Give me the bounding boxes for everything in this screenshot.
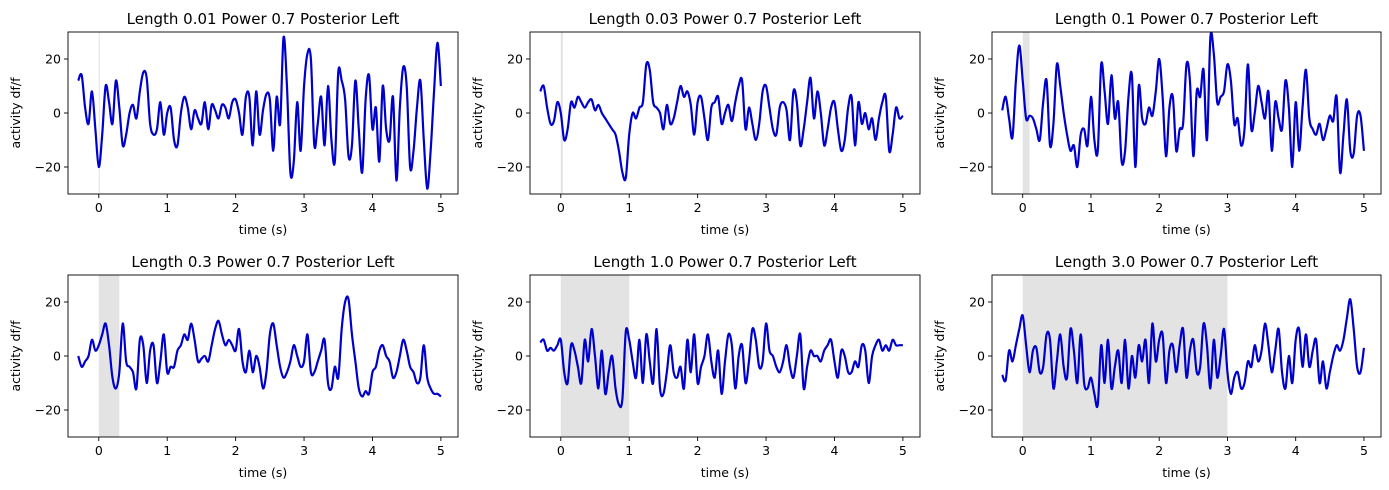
y-tick-label: 0 [515, 106, 523, 121]
x-axis-label: time (s) [701, 222, 749, 237]
x-tick-label: 1 [625, 200, 633, 215]
stimulus-shade [98, 32, 100, 194]
series-line-1 [77, 35, 442, 190]
chart-title: Length 3.0 Power 0.7 Posterior Left [1055, 253, 1318, 271]
series-line-1 [1001, 298, 1366, 409]
x-tick-label: 4 [368, 200, 376, 215]
series-line-1 [539, 60, 904, 182]
chart-title: Length 0.01 Power 0.7 Posterior Left [127, 10, 400, 28]
x-tick-label: 4 [830, 443, 838, 458]
y-tick-label: 0 [977, 349, 985, 364]
x-tick-label: 5 [899, 443, 907, 458]
stimulus-shade [1022, 275, 1228, 437]
x-tick-label: 3 [1223, 443, 1231, 458]
y-tick-label: −20 [959, 403, 985, 418]
y-tick-label: 20 [969, 52, 985, 67]
series-line-1 [77, 295, 442, 398]
y-axis-label: activity df/f [932, 320, 947, 392]
y-tick-label: 0 [53, 106, 61, 121]
subplot-6: 0 1 2 3 4 5 −20 0 20 Length 3.0 Power 0.7 Posteri… [932, 253, 1382, 480]
subplot-5: 0 1 2 3 4 5 −20 0 20 Length 1.0 Power 0.7 Posteri… [470, 253, 921, 480]
chart-title: Length 0.03 Power 0.7 Posterior Left [589, 10, 862, 28]
x-tick-label: 2 [232, 443, 240, 458]
x-tick-label: 2 [694, 200, 702, 215]
x-tick-label: 3 [762, 443, 770, 458]
x-tick-label: 1 [163, 443, 171, 458]
chart-title: Length 0.3 Power 0.7 Posterior Left [131, 253, 394, 271]
y-tick-label: 20 [507, 52, 523, 67]
stimulus-shade [98, 275, 120, 437]
x-tick-label: 3 [300, 443, 308, 458]
series-line-1 [539, 322, 903, 409]
y-tick-label: 0 [977, 106, 985, 121]
x-axis-label: time (s) [239, 222, 287, 237]
x-tick-label: 2 [694, 443, 702, 458]
x-tick-label: 5 [1360, 443, 1368, 458]
y-axis-label: activity df/f [470, 320, 485, 392]
x-tick-label: 2 [1155, 443, 1163, 458]
y-tick-label: −20 [959, 160, 985, 175]
y-tick-label: 20 [45, 295, 61, 310]
subplot-1: 0 1 2 3 4 5 −20 0 20 Length 0.01 Power 0.7 Poster… [8, 10, 459, 237]
y-tick-label: −20 [497, 160, 523, 175]
y-tick-label: 20 [969, 295, 985, 310]
x-tick-label: 5 [899, 200, 907, 215]
x-tick-label: 5 [437, 200, 445, 215]
x-tick-label: 0 [557, 443, 565, 458]
subplot-3: 0 1 2 3 4 5 −20 0 20 Length 0.1 Power 0.7 Posteri… [932, 10, 1382, 237]
x-tick-label: 4 [1292, 443, 1300, 458]
x-tick-label: 4 [1292, 200, 1300, 215]
x-tick-label: 5 [1360, 200, 1368, 215]
series-line-1 [1001, 32, 1366, 175]
subplot-4: 0 1 2 3 4 5 −20 0 20 Length 0.3 Power 0.7 Posteri… [8, 253, 459, 480]
y-axis-label: activity df/f [470, 77, 485, 149]
y-axis-label: activity df/f [8, 77, 23, 149]
x-tick-label: 3 [762, 200, 770, 215]
chart-title: Length 1.0 Power 0.7 Posterior Left [593, 253, 856, 271]
y-tick-label: 0 [515, 349, 523, 364]
x-tick-label: 1 [1087, 200, 1095, 215]
y-tick-label: 20 [45, 52, 61, 67]
x-axis-label: time (s) [239, 465, 287, 480]
chart-title: Length 0.1 Power 0.7 Posterior Left [1055, 10, 1318, 28]
axes-frame [991, 31, 1382, 195]
y-tick-label: 0 [53, 349, 61, 364]
x-tick-label: 1 [163, 200, 171, 215]
y-tick-label: −20 [497, 403, 523, 418]
x-axis-label: time (s) [701, 465, 749, 480]
y-axis-label: activity df/f [8, 320, 23, 392]
y-tick-label: −20 [35, 160, 61, 175]
x-tick-label: 4 [830, 200, 838, 215]
y-tick-label: 20 [507, 295, 523, 310]
x-tick-label: 4 [368, 443, 376, 458]
subplot-2: 0 1 2 3 4 5 −20 0 20 Length 0.03 Power 0.7 Poster… [470, 10, 921, 237]
y-tick-label: −20 [35, 403, 61, 418]
x-tick-label: 0 [1019, 200, 1027, 215]
x-tick-label: 0 [95, 200, 103, 215]
x-tick-label: 0 [1019, 443, 1027, 458]
x-tick-label: 3 [300, 200, 308, 215]
x-tick-label: 0 [557, 200, 565, 215]
x-tick-label: 3 [1223, 200, 1231, 215]
x-axis-label: time (s) [1162, 222, 1210, 237]
x-tick-label: 2 [1155, 200, 1163, 215]
y-axis-label: activity df/f [932, 77, 947, 149]
x-tick-label: 0 [95, 443, 103, 458]
x-tick-label: 2 [232, 200, 240, 215]
x-axis-label: time (s) [1162, 465, 1210, 480]
x-tick-label: 5 [437, 443, 445, 458]
x-tick-label: 1 [625, 443, 633, 458]
x-tick-label: 1 [1087, 443, 1095, 458]
